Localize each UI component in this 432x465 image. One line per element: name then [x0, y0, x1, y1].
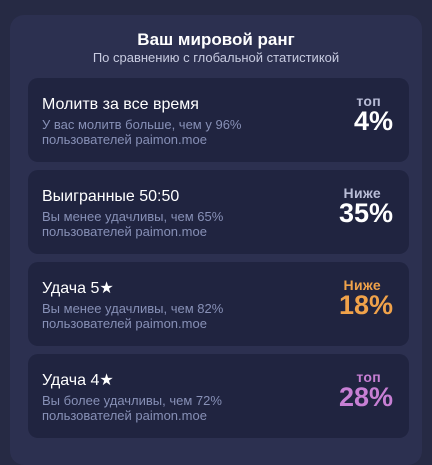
rank-label: топ [356, 93, 381, 109]
panel-header: Ваш мировой ранг По сравнению с глобальн… [10, 15, 422, 65]
rank-block: Ниже 35% [338, 185, 393, 228]
rank-card-luck-4-star: Удача 4★ Вы более удачливы, чем 72% поль… [28, 354, 409, 438]
card-title: Удача 4★ [42, 372, 114, 389]
card-description: Вы менее удачливы, чем 82% пользователей… [42, 301, 224, 331]
card-title: Выигранные 50:50 [42, 188, 180, 205]
rank-card-luck-5-star: Удача 5★ Вы менее удачливы, чем 82% поль… [28, 262, 409, 346]
card-title: Молитв за все время [42, 96, 199, 113]
card-description: Вы более удачливы, чем 72% пользователей… [42, 393, 222, 423]
rank-value: 4% [353, 106, 393, 136]
world-rank-panel: Ваш мировой ранг По сравнению с глобальн… [10, 15, 422, 465]
rank-card-50-50: Выигранные 50:50 Вы менее удачливы, чем … [28, 170, 409, 254]
rank-block: топ 28% [338, 369, 393, 412]
rank-value: 35% [338, 198, 393, 228]
rank-label: Ниже [343, 185, 381, 201]
rank-value: 28% [338, 382, 393, 412]
card-title: Удача 5★ [42, 280, 114, 297]
rank-block: Ниже 18% [338, 277, 393, 320]
card-description: Вы менее удачливы, чем 65% пользователей… [42, 209, 224, 239]
rank-block: топ 4% [353, 93, 393, 136]
rank-label: топ [356, 369, 381, 385]
card-description: У вас молитв больше, чем у 96% пользоват… [42, 117, 242, 147]
rank-card-total-wishes: Молитв за все время У вас молитв больше,… [28, 78, 409, 162]
panel-subtitle: По сравнению с глобальной статистикой [92, 50, 340, 65]
rank-value: 18% [338, 290, 393, 320]
rank-label: Ниже [343, 277, 381, 293]
panel-title: Ваш мировой ранг [137, 30, 295, 49]
